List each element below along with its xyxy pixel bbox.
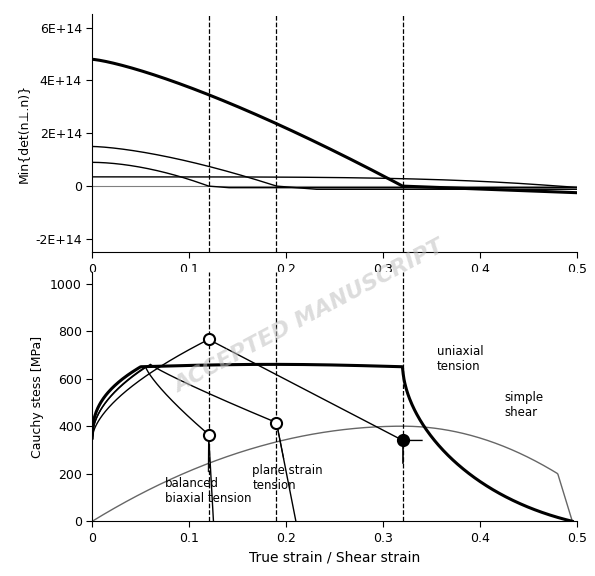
Text: uniaxial
tension: uniaxial tension xyxy=(437,346,483,373)
Text: ACCEPTED MANUSCRIPT: ACCEPTED MANUSCRIPT xyxy=(171,237,448,397)
Text: plane strain
tension: plane strain tension xyxy=(252,425,323,492)
Y-axis label: Min{det(n⊥.n)}: Min{det(n⊥.n)} xyxy=(17,84,30,183)
Text: simple
shear: simple shear xyxy=(505,391,544,419)
Text: balanced
biaxial tension: balanced biaxial tension xyxy=(165,437,252,505)
X-axis label: True strain / Shear strain: True strain / Shear strain xyxy=(249,550,420,564)
Y-axis label: Cauchy stess [MPa]: Cauchy stess [MPa] xyxy=(32,335,45,457)
